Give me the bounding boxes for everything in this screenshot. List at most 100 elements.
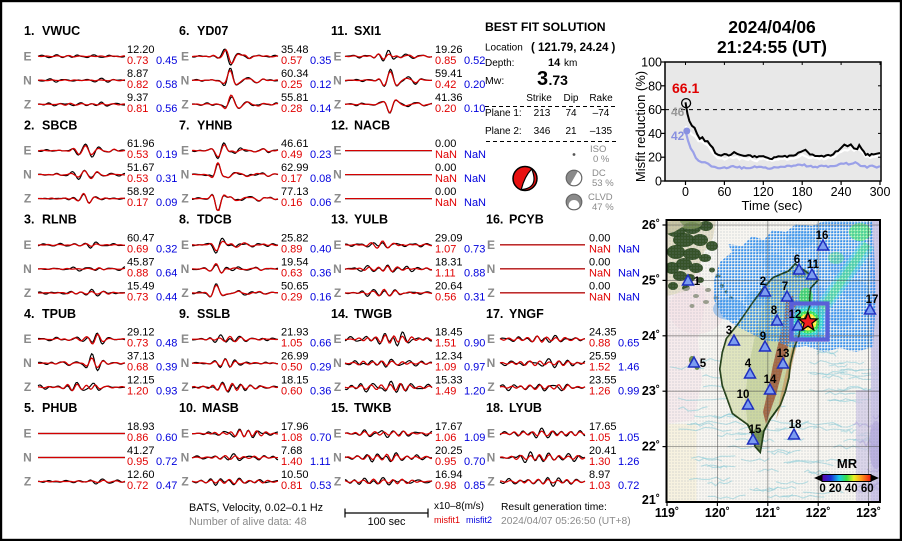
svg-text:12.34: 12.34 bbox=[435, 351, 463, 363]
svg-text:22˚: 22˚ bbox=[642, 440, 660, 454]
svg-text:NaN: NaN bbox=[435, 173, 457, 185]
svg-text:10: 10 bbox=[737, 389, 750, 401]
svg-text:0.17: 0.17 bbox=[281, 173, 302, 185]
svg-text:12.60: 12.60 bbox=[127, 469, 155, 481]
svg-text:0.32: 0.32 bbox=[156, 243, 177, 255]
svg-text:17.: 17. bbox=[486, 307, 503, 321]
svg-text:1.26: 1.26 bbox=[618, 456, 639, 468]
svg-text:PHUB: PHUB bbox=[42, 401, 77, 415]
svg-text:SSLB: SSLB bbox=[197, 307, 230, 321]
svg-text:0.63: 0.63 bbox=[281, 267, 302, 279]
svg-text:0.49: 0.49 bbox=[281, 149, 302, 161]
svg-text:0.31: 0.31 bbox=[156, 173, 177, 185]
svg-text:N: N bbox=[487, 356, 496, 370]
svg-text:300: 300 bbox=[870, 185, 891, 199]
svg-text:RLNB: RLNB bbox=[42, 213, 77, 227]
svg-text:0.95: 0.95 bbox=[127, 456, 148, 468]
svg-text:0.16: 0.16 bbox=[310, 291, 331, 303]
svg-text:1.05: 1.05 bbox=[281, 338, 302, 350]
svg-text:1.51: 1.51 bbox=[435, 338, 456, 350]
svg-text:Z: Z bbox=[181, 286, 188, 300]
svg-text:12.: 12. bbox=[331, 118, 348, 132]
svg-text:100: 100 bbox=[641, 56, 662, 70]
svg-text:E: E bbox=[23, 49, 31, 63]
svg-text:11: 11 bbox=[807, 259, 820, 271]
svg-text:60: 60 bbox=[648, 103, 662, 117]
svg-text:19.54: 19.54 bbox=[281, 256, 309, 268]
svg-text:NaN: NaN bbox=[618, 267, 640, 279]
svg-text:.73: .73 bbox=[549, 72, 569, 88]
svg-text:213: 213 bbox=[534, 108, 551, 119]
svg-text:1.08: 1.08 bbox=[281, 432, 302, 444]
svg-text:N: N bbox=[23, 262, 32, 276]
svg-text:2024/04/06: 2024/04/06 bbox=[728, 17, 816, 37]
svg-text:50.65: 50.65 bbox=[281, 280, 309, 292]
svg-text:PCYB: PCYB bbox=[509, 213, 544, 227]
svg-text:15.49: 15.49 bbox=[127, 280, 155, 292]
svg-text:0.06: 0.06 bbox=[310, 197, 331, 209]
svg-text:180: 180 bbox=[792, 185, 813, 199]
svg-text:1.52: 1.52 bbox=[589, 362, 610, 374]
svg-text:2.: 2. bbox=[24, 118, 34, 132]
svg-text:0: 0 bbox=[655, 175, 662, 189]
svg-text:Z: Z bbox=[24, 192, 31, 206]
svg-text:NaN: NaN bbox=[589, 243, 611, 255]
svg-text:Z: Z bbox=[24, 286, 31, 300]
svg-text:0.53: 0.53 bbox=[127, 149, 148, 161]
svg-text:0.95: 0.95 bbox=[435, 456, 456, 468]
svg-text:Z: Z bbox=[334, 97, 341, 111]
svg-text:Time (sec): Time (sec) bbox=[742, 198, 803, 213]
svg-text:8.97: 8.97 bbox=[589, 469, 610, 481]
svg-text:E: E bbox=[23, 427, 31, 441]
svg-text:0.90: 0.90 bbox=[464, 338, 485, 350]
svg-text:120˚: 120˚ bbox=[705, 506, 730, 520]
svg-text:0.20: 0.20 bbox=[435, 103, 456, 115]
svg-text:47 %: 47 % bbox=[592, 202, 614, 213]
svg-text:20.64: 20.64 bbox=[435, 280, 463, 292]
svg-text:6.: 6. bbox=[179, 24, 189, 38]
svg-text:55.81: 55.81 bbox=[281, 92, 309, 104]
svg-text:N: N bbox=[333, 451, 342, 465]
svg-text:NaN: NaN bbox=[589, 267, 611, 279]
svg-text:Z: Z bbox=[334, 286, 341, 300]
svg-text:9.37: 9.37 bbox=[127, 92, 148, 104]
svg-text:Z: Z bbox=[487, 380, 494, 394]
svg-text:3: 3 bbox=[537, 68, 548, 90]
svg-text:0.72: 0.72 bbox=[618, 480, 639, 492]
svg-text:Z: Z bbox=[487, 286, 494, 300]
svg-text:18.31: 18.31 bbox=[435, 256, 463, 268]
svg-text:E: E bbox=[181, 49, 189, 63]
svg-text:15.33: 15.33 bbox=[435, 375, 463, 387]
svg-text:13.: 13. bbox=[331, 213, 348, 227]
svg-text:10.50: 10.50 bbox=[281, 469, 309, 481]
svg-text:13: 13 bbox=[777, 348, 790, 360]
svg-text:26.99: 26.99 bbox=[281, 351, 309, 363]
svg-text:0.82: 0.82 bbox=[127, 79, 148, 91]
svg-text:LYUB: LYUB bbox=[509, 401, 542, 415]
svg-text:0.00: 0.00 bbox=[589, 232, 610, 244]
svg-text:0.35: 0.35 bbox=[310, 55, 331, 67]
svg-text:N: N bbox=[181, 356, 190, 370]
svg-text:Plane 1:: Plane 1: bbox=[485, 108, 522, 119]
svg-text:5.: 5. bbox=[24, 401, 34, 415]
svg-text:6: 6 bbox=[794, 254, 800, 266]
svg-text:120: 120 bbox=[753, 185, 774, 199]
svg-text:E: E bbox=[487, 427, 495, 441]
svg-text:74: 74 bbox=[565, 108, 577, 119]
svg-text:0.72: 0.72 bbox=[156, 456, 177, 468]
svg-text:0.69: 0.69 bbox=[127, 243, 148, 255]
svg-text:23.55: 23.55 bbox=[589, 375, 617, 387]
svg-text:1.30: 1.30 bbox=[589, 456, 610, 468]
svg-text:77.13: 77.13 bbox=[281, 186, 309, 198]
svg-text:14.: 14. bbox=[331, 307, 348, 321]
svg-text:NaN: NaN bbox=[618, 243, 640, 255]
svg-text:SBCB: SBCB bbox=[42, 118, 77, 132]
svg-text:123˚: 123˚ bbox=[856, 506, 881, 520]
svg-text:E: E bbox=[23, 238, 31, 252]
svg-text:29.12: 29.12 bbox=[127, 327, 155, 339]
svg-text:0.52: 0.52 bbox=[464, 55, 485, 67]
svg-text:YULB: YULB bbox=[354, 213, 388, 227]
svg-text:25.82: 25.82 bbox=[281, 232, 309, 244]
svg-text:12: 12 bbox=[789, 309, 802, 321]
svg-text:TDCB: TDCB bbox=[197, 213, 232, 227]
